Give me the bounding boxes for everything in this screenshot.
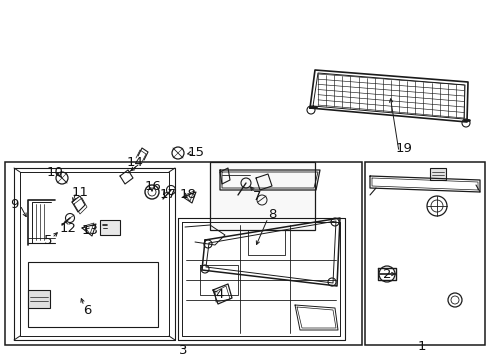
Text: 1: 1 (417, 341, 426, 354)
Text: 14: 14 (126, 157, 143, 170)
Text: 7: 7 (252, 189, 261, 202)
Text: 4: 4 (215, 288, 224, 302)
Text: 12: 12 (60, 221, 76, 234)
Text: 13: 13 (81, 224, 98, 237)
Text: 5: 5 (43, 234, 52, 248)
Text: 9: 9 (10, 198, 18, 211)
Bar (209, 162, 314, 230)
Bar (28, 290, 50, 308)
Text: 3: 3 (179, 343, 187, 356)
Text: 18: 18 (179, 189, 196, 202)
Bar (28, 262, 158, 327)
Bar (100, 220, 120, 235)
Text: 8: 8 (267, 208, 276, 221)
Bar (5, 162, 361, 345)
Text: 19: 19 (395, 141, 411, 154)
Text: 10: 10 (46, 166, 63, 179)
Bar (429, 168, 445, 180)
Bar (364, 162, 484, 345)
Text: 16: 16 (144, 180, 161, 194)
Text: 6: 6 (82, 303, 91, 316)
Text: 15: 15 (187, 147, 204, 159)
Text: 2: 2 (382, 267, 390, 280)
Text: 17: 17 (159, 189, 176, 202)
Text: 11: 11 (71, 185, 88, 198)
